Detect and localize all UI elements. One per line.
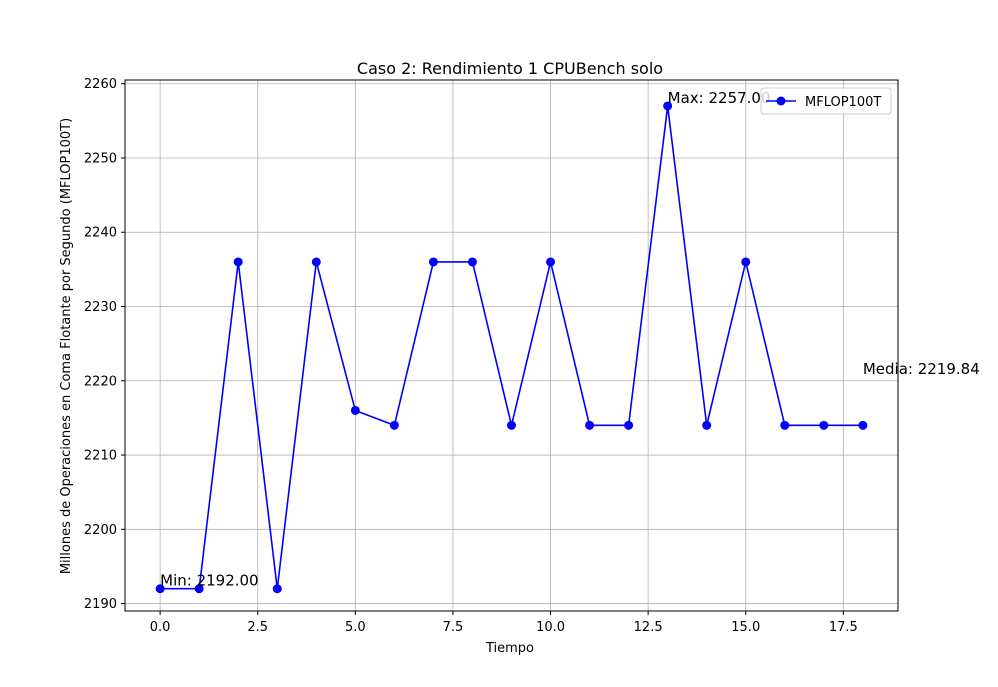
y-axis-label: Millones de Operaciones en Coma Flotante…	[59, 118, 74, 574]
legend: MFLOP100T	[760, 87, 892, 115]
data-point	[780, 420, 790, 430]
data-point	[311, 257, 321, 267]
y-tick-label: 2190	[84, 597, 117, 612]
x-tick-label: 0.0	[150, 620, 171, 635]
plot-area-frame	[124, 79, 899, 612]
grid	[125, 80, 898, 611]
annotation-label: Min: 2192.00	[160, 572, 258, 590]
y-tick-label: 2250	[84, 151, 117, 166]
chart-title: Caso 2: Rendimiento 1 CPUBench solo	[357, 59, 663, 78]
data-point	[389, 420, 399, 430]
data-point	[272, 584, 282, 594]
annotation-label: Max: 2257.00	[668, 89, 771, 107]
ticks: 0.0 2.5 5.0 7.5 10.0 12.5 15.0 17.5 2190 2200 2210…	[84, 77, 858, 635]
y-tick-label: 2200	[84, 523, 117, 538]
data-point	[350, 405, 360, 415]
data-point	[467, 257, 477, 267]
data-point	[624, 420, 634, 430]
annotations: Min: 2192.00 Max: 2257.00 Media: 2219.84	[160, 89, 980, 590]
data-point	[155, 584, 165, 594]
y-tick-label: 2220	[84, 374, 117, 389]
x-axis-label: Tiempo	[485, 641, 534, 656]
x-tick-label: 12.5	[634, 620, 663, 635]
x-tick-label: 17.5	[829, 620, 858, 635]
series-layer	[155, 101, 868, 594]
legend-label-mflop100t: MFLOP100T	[805, 95, 881, 110]
data-point	[858, 420, 868, 430]
data-point	[663, 101, 673, 111]
data-point	[428, 257, 438, 267]
annotation-label: Media: 2219.84	[863, 360, 980, 378]
x-tick-label: 5.0	[345, 620, 366, 635]
legend-box	[760, 87, 892, 115]
data-point	[702, 420, 712, 430]
data-point	[741, 257, 751, 267]
x-tick-label: 10.0	[536, 620, 565, 635]
x-tick-label: 2.5	[247, 620, 268, 635]
x-tick-label: 7.5	[443, 620, 464, 635]
data-point	[819, 420, 829, 430]
y-tick-label: 2260	[84, 77, 117, 92]
data-point	[507, 420, 516, 430]
x-tick-label: 15.0	[731, 620, 760, 635]
y-tick-label: 2230	[84, 300, 117, 315]
axes-frame	[124, 79, 899, 612]
y-tick-label: 2240	[84, 226, 117, 241]
legend-marker-mflop100t	[776, 96, 786, 106]
data-point	[194, 584, 204, 594]
data-point	[233, 257, 243, 267]
data-point	[585, 420, 595, 430]
data-point	[546, 257, 556, 267]
y-tick-label: 2210	[84, 449, 117, 464]
